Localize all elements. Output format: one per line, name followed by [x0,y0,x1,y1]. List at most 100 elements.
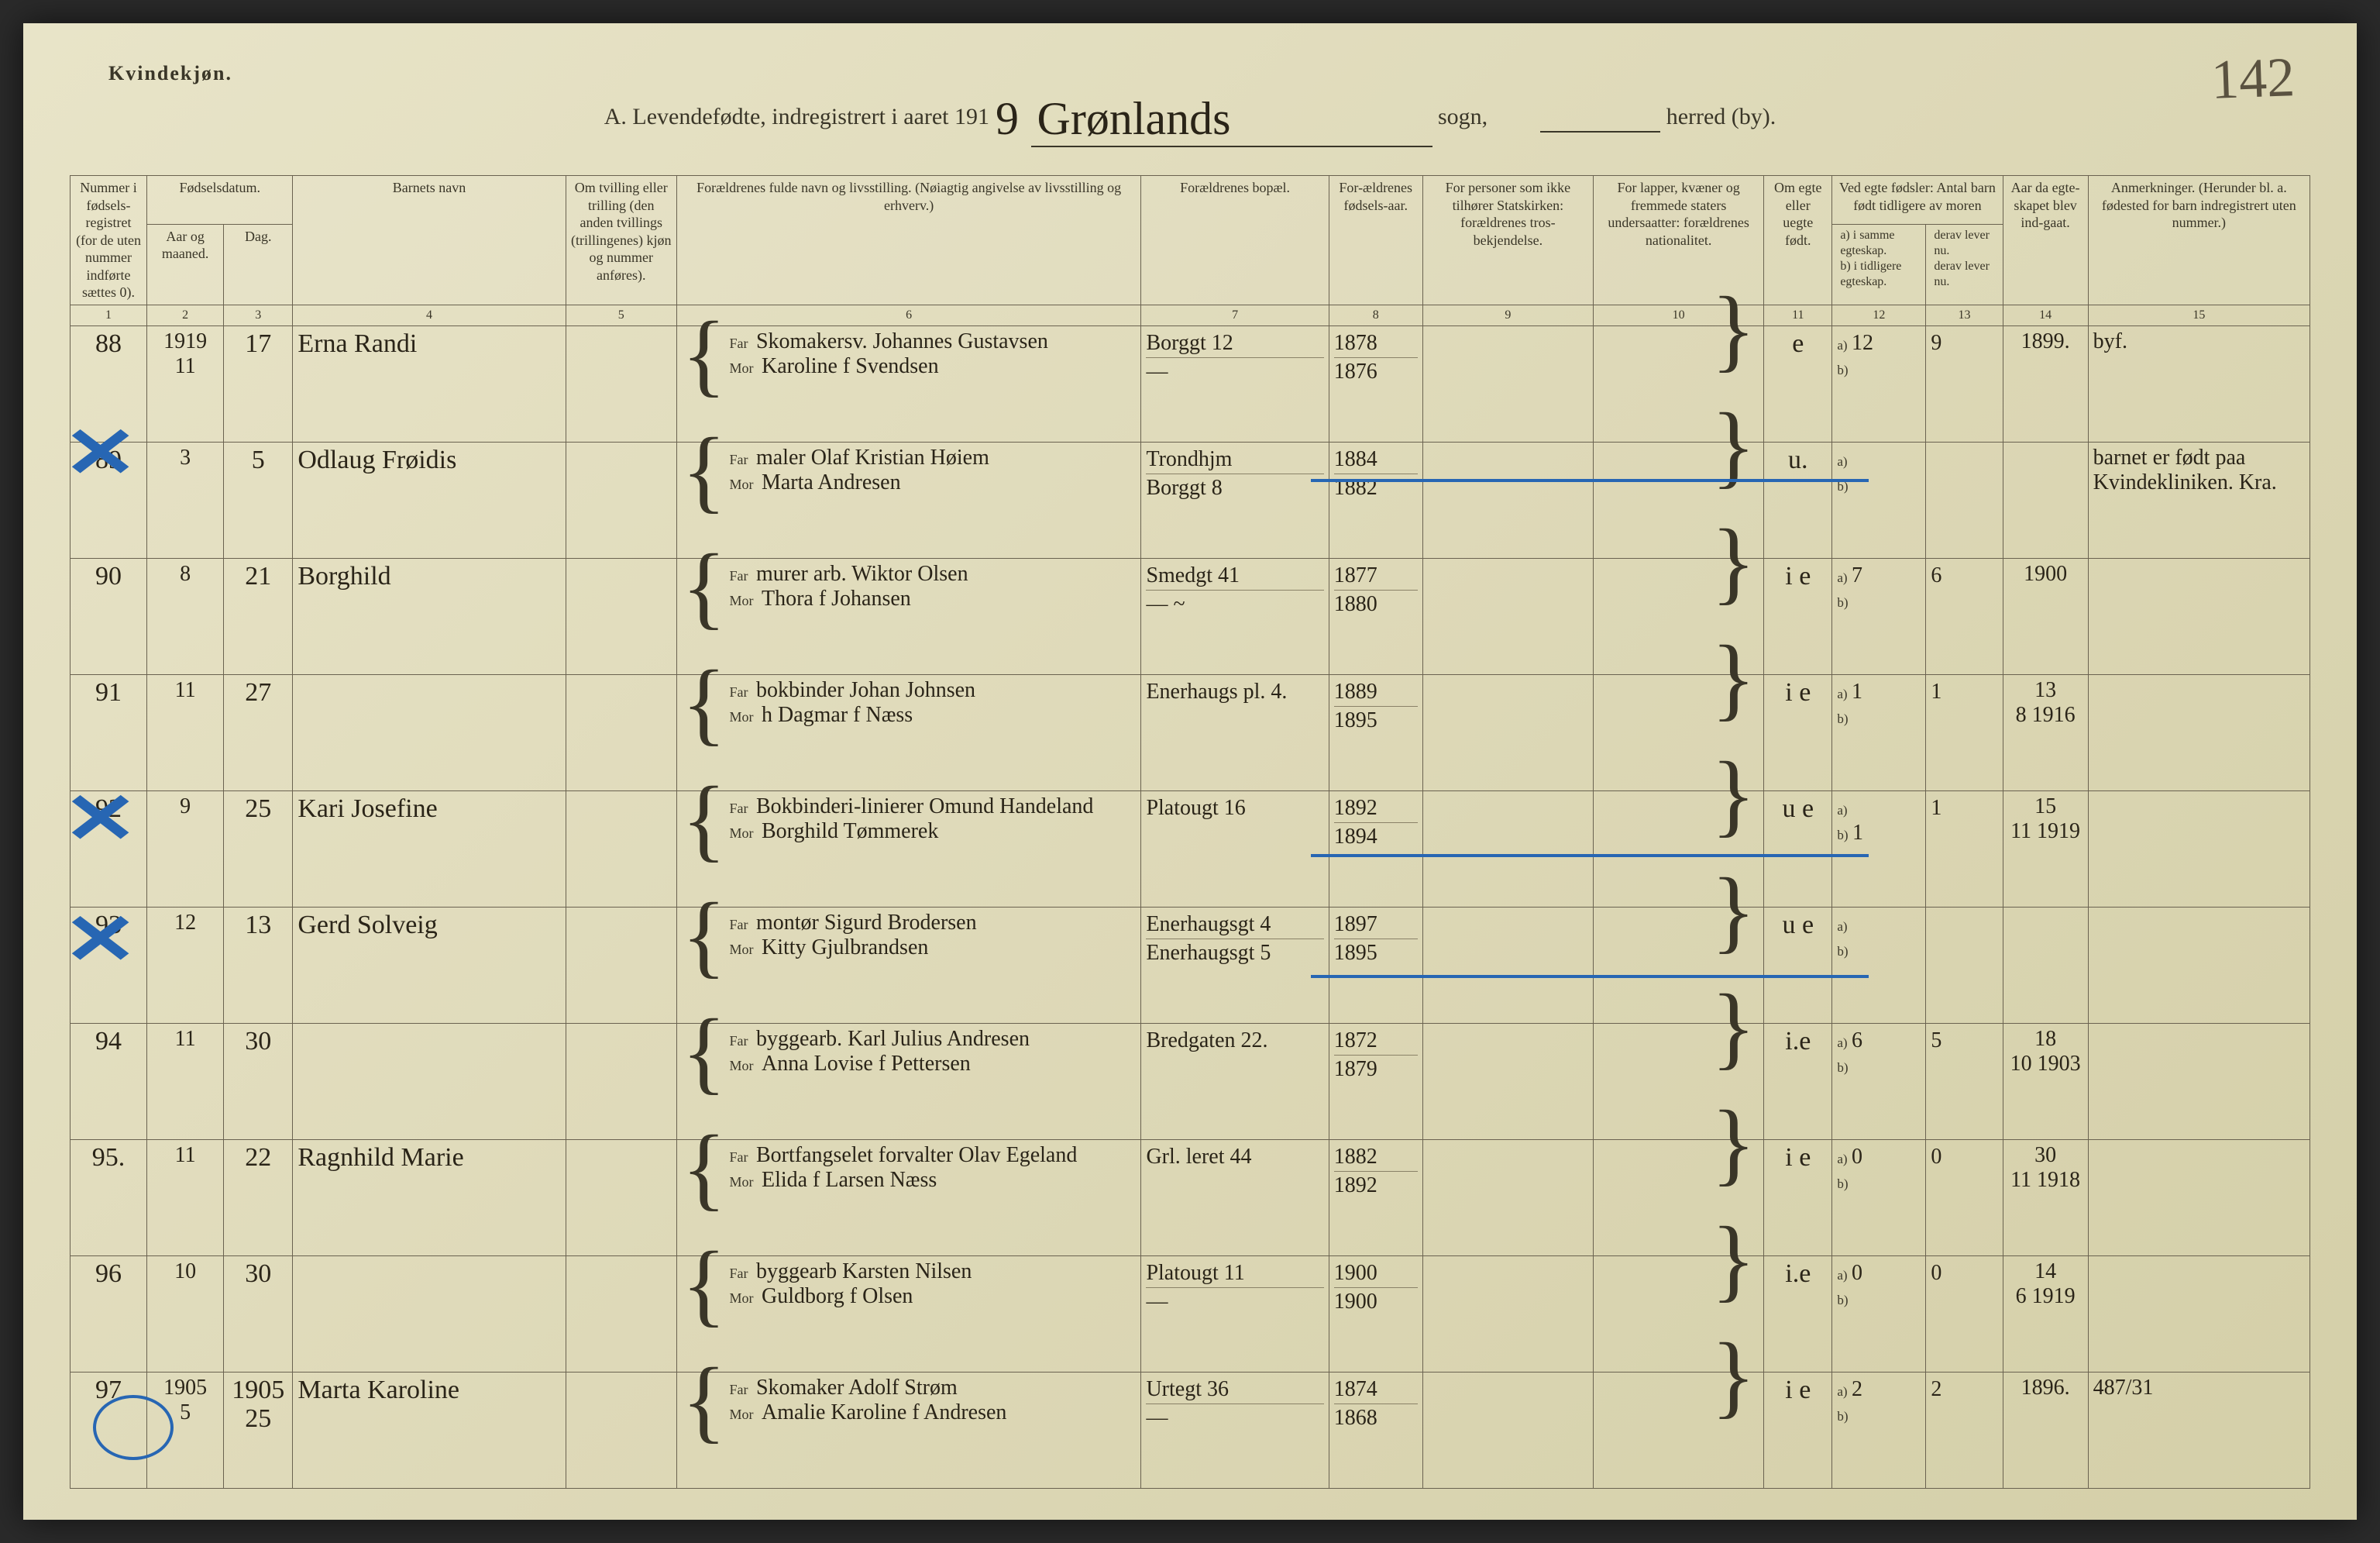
register-page: Kvindekjøn. 142 A. Levendefødte, indregi… [23,23,2357,1520]
h-col6: Forældrenes fulde navn og livsstilling. … [676,176,1141,305]
cell-prev-children: a) 6b) [1832,1023,1926,1139]
page-title: A. Levendefødte, indregistrert i aaret 1… [70,93,2310,144]
cell-year-month: 191911 [147,325,224,442]
cell-religion [1422,1023,1593,1139]
gender-label: Kvindekjøn. [108,62,232,85]
cell-remarks [2088,1255,2309,1372]
father-line: byggearb Karsten Nilsen [729,1259,972,1284]
cell-day: 5 [224,442,293,558]
cell-twin [566,674,676,790]
cell-birth-years: 18781876 [1329,325,1422,442]
cn11: 11 [1764,305,1832,325]
cell-marriage-year: 1899. [2003,325,2088,442]
cell-birth-years: 18741868 [1329,1372,1422,1488]
father-line: Skomakersv. Johannes Gustavsen [729,329,1047,354]
cell-marriage-year: 3011 1918 [2003,1139,2088,1255]
cell-prev-living [1926,442,2003,558]
cell-remarks: barnet er født paa Kvindekliniken. Kra. [2088,442,2309,558]
father-line: montør Sigurd Brodersen [729,911,976,935]
cn14: 14 [2003,305,2088,325]
cell-legitimate: i e [1764,674,1832,790]
mother-line: Karoline f Svendsen [729,354,1047,379]
cell-remarks [2088,1139,2309,1255]
cell-prev-children: a) 7b) [1832,558,1926,674]
h-col9: For personer som ikke tilhører Statskirk… [1422,176,1593,305]
cell-parents: {byggearb Karsten NilsenGuldborg f Olsen [676,1255,1141,1372]
h-col13ab: derav lever nu. derav lever nu. [1926,224,2003,305]
father-line: bokbinder Johan Johnsen [729,678,975,703]
cell-religion [1422,674,1593,790]
column-numbers: 1 2 3 4 5 6 7 8 9 10 11 12 13 14 15 [71,305,2310,325]
cell-birth-years: 18971895 [1329,907,1422,1023]
cell-twin [566,907,676,1023]
cell-religion [1422,790,1593,907]
cell-marriage-year: 138 1916 [2003,674,2088,790]
h-col12: Ved egte fødsler: Antal barn født tidlig… [1832,176,2003,225]
table-row: 8819191117Erna Randi{Skomakersv. Johanne… [71,325,2310,442]
father-line: Bokbinderi-linierer Omund Handeland [729,794,1093,819]
table-row: 92925Kari Josefine{Bokbinderi-linierer O… [71,790,2310,907]
cell-child-name: Odlaug Frøidis [293,442,566,558]
cell-number: 96 [71,1255,147,1372]
cell-year-month: 12 [147,907,224,1023]
table-body: 8819191117Erna Randi{Skomakersv. Johanne… [71,325,2310,1488]
cell-birth-years: 18721879 [1329,1023,1422,1139]
cell-parents: {Bokbinderi-linierer Omund HandelandBorg… [676,790,1141,907]
cell-residence: Platougt 11— [1141,1255,1329,1372]
h-col2a: Aar og maaned. [147,224,224,305]
cell-parents: {byggearb. Karl Julius AndresenAnna Lovi… [676,1023,1141,1139]
cell-day: 21 [224,558,293,674]
cell-remarks [2088,558,2309,674]
cell-religion [1422,907,1593,1023]
cell-twin [566,325,676,442]
h-12b: b) i tidligere egteskap. [1837,259,1921,290]
father-line: byggearb. Karl Julius Andresen [729,1027,1030,1052]
cell-year-month: 11 [147,674,224,790]
h-col15: Anmerkninger. (Herunder bl. a. fødested … [2088,176,2309,305]
cell-day: 17 [224,325,293,442]
h-col2b: Dag. [224,224,293,305]
cell-prev-children: a) 1b) [1832,674,1926,790]
h-col5: Om tvilling eller trilling (den anden tv… [566,176,676,305]
cell-child-name [293,674,566,790]
cell-birth-years: 18771880 [1329,558,1422,674]
cell-residence: Platougt 16 [1141,790,1329,907]
cell-prev-living: 1 [1926,790,2003,907]
cell-twin [566,1023,676,1139]
cell-prev-living [1926,907,2003,1023]
cell-marriage-year: 1896. [2003,1372,2088,1488]
mother-line: Kitty Gjulbrandsen [729,935,976,960]
cell-parents: {murer arb. Wiktor OlsenThora f Johansen [676,558,1141,674]
mother-line: Anna Lovise f Pettersen [729,1052,1030,1076]
cn4: 4 [293,305,566,325]
father-line: murer arb. Wiktor Olsen [729,562,968,587]
cell-day: 30 [224,1255,293,1372]
cell-number: 89 [71,442,147,558]
cell-prev-living: 9 [1926,325,2003,442]
cell-number: 93 [71,907,147,1023]
cell-year-month: 19055 [147,1372,224,1488]
cell-residence: Enerhaugs pl. 4. [1141,674,1329,790]
table-row: 961030{byggearb Karsten NilsenGuldborg f… [71,1255,2310,1372]
cell-religion [1422,1139,1593,1255]
cell-legitimate: u. [1764,442,1832,558]
h-col7: Forældrenes bopæl. [1141,176,1329,305]
cell-remarks: 487/31 [2088,1372,2309,1488]
cell-child-name: Kari Josefine [293,790,566,907]
cell-day: 22 [224,1139,293,1255]
table-header: Nummer i fødsels-registret (for de uten … [71,176,2310,326]
cell-year-month: 9 [147,790,224,907]
herred-label: herred (by). [1666,104,1776,129]
cell-child-name: Gerd Solveig [293,907,566,1023]
cell-prev-children: a) 2b) [1832,1372,1926,1488]
cell-prev-living: 0 [1926,1255,2003,1372]
cn15: 15 [2088,305,2309,325]
cell-prev-children: a) b) 1 [1832,790,1926,907]
table-row: 941130{byggearb. Karl Julius AndresenAnn… [71,1023,2310,1139]
cell-legitimate: e [1764,325,1832,442]
cell-number: 94 [71,1023,147,1139]
table-row: 95.1122Ragnhild Marie{Bortfangselet forv… [71,1139,2310,1255]
cell-year-month: 3 [147,442,224,558]
father-line: Skomaker Adolf Strøm [729,1376,1006,1400]
h-col4: Barnets navn [293,176,566,305]
